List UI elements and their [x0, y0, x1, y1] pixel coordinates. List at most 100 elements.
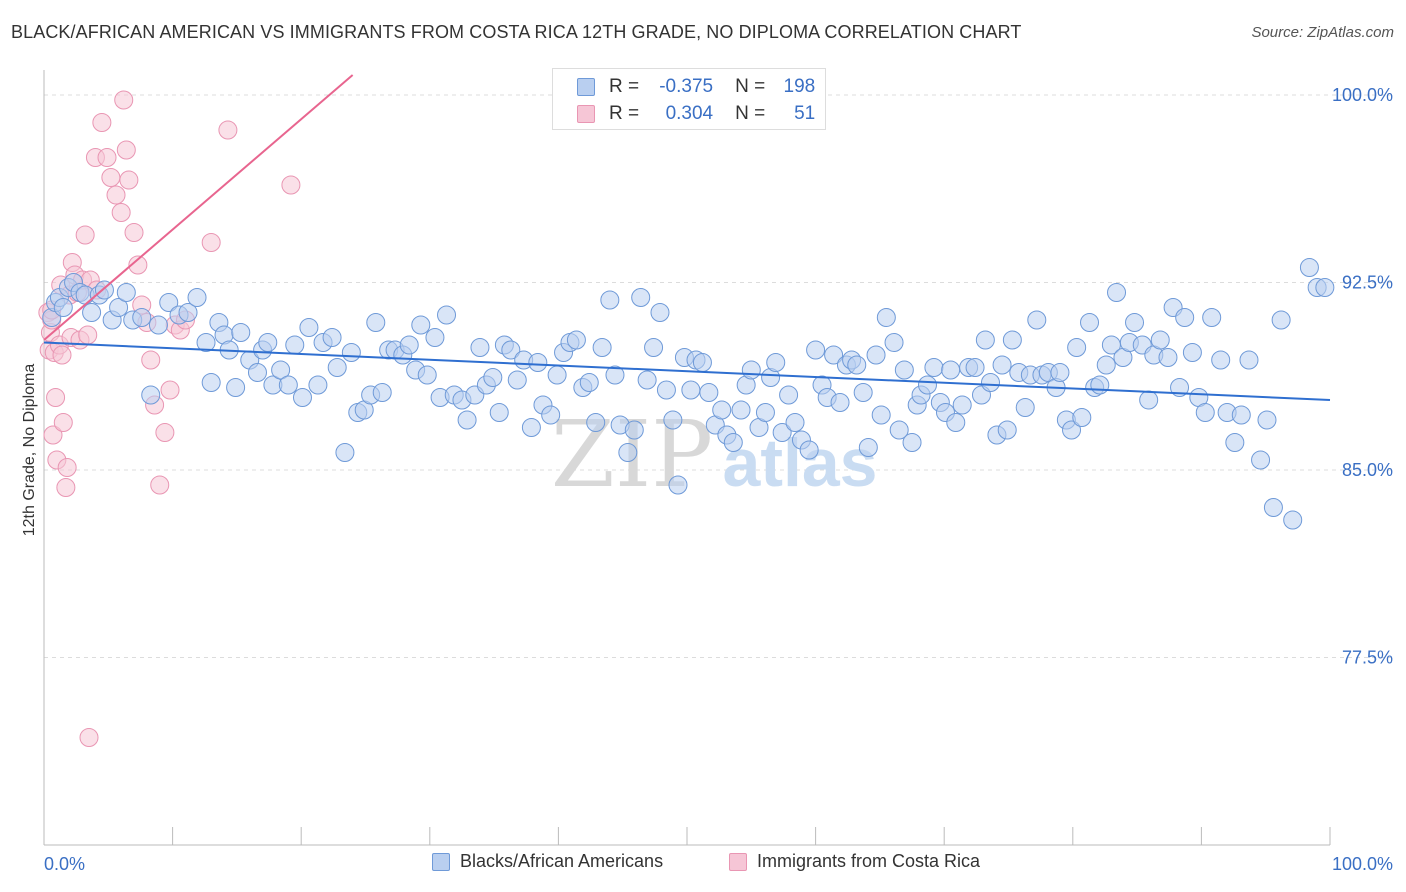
- data-point-blacks: [824, 345, 844, 365]
- y-tick-label: 85.0%: [1342, 460, 1393, 480]
- data-point-blacks: [231, 323, 251, 342]
- data-point-blacks: [1027, 310, 1047, 330]
- data-point-costa-rica: [75, 225, 95, 245]
- data-point-blacks: [871, 405, 891, 425]
- data-point-blacks: [712, 400, 732, 420]
- data-point-blacks: [631, 288, 651, 307]
- data-point-blacks: [292, 388, 312, 407]
- data-point-blacks: [501, 340, 521, 360]
- data-point-blacks: [980, 373, 1000, 392]
- data-point-blacks: [1225, 433, 1245, 452]
- data-point-blacks: [1257, 410, 1277, 430]
- data-point-blacks: [366, 313, 386, 332]
- data-point-blacks: [141, 385, 161, 405]
- legend-item-blacks[interactable]: Blacks/African Americans: [432, 851, 663, 872]
- data-point-costa-rica: [52, 345, 72, 365]
- data-point-blacks: [566, 330, 586, 350]
- data-point-blacks: [1067, 338, 1087, 357]
- data-point-blacks: [437, 305, 457, 325]
- data-point-blacks: [178, 303, 198, 322]
- data-point-blacks: [668, 475, 688, 495]
- data-point-blacks: [1239, 350, 1259, 370]
- data-point-blacks: [1195, 403, 1215, 422]
- stats-r-value-pink: 0.304: [665, 103, 714, 124]
- data-point-blacks: [341, 343, 361, 362]
- data-point-costa-rica: [128, 255, 148, 275]
- data-point-blacks: [372, 383, 392, 402]
- data-point-costa-rica: [114, 90, 134, 110]
- data-point-blacks: [772, 423, 792, 442]
- data-point-blacks: [952, 395, 972, 415]
- stats-swatch-blue: [577, 78, 595, 96]
- data-point-blacks: [830, 393, 850, 412]
- data-point-blacks: [1182, 343, 1202, 362]
- data-point-blacks: [470, 338, 490, 357]
- data-point-costa-rica: [116, 140, 136, 160]
- data-point-blacks: [1062, 420, 1082, 440]
- data-point-blacks: [624, 420, 644, 440]
- stats-n-label-pink: N =: [735, 103, 766, 124]
- trend-line-blacks: [43, 341, 1331, 401]
- data-point-blacks: [755, 403, 775, 422]
- data-point-blacks: [187, 288, 207, 307]
- data-point-blacks: [699, 383, 719, 402]
- data-point-costa-rica: [92, 113, 112, 132]
- data-point-blacks: [399, 335, 419, 355]
- data-point-blacks: [116, 283, 136, 302]
- data-point-blacks: [785, 413, 805, 432]
- tick-labels: 100.0% 92.5% 85.0% 77.5% 0.0% 100.0%: [44, 85, 1393, 874]
- data-point-blacks: [1158, 348, 1178, 367]
- data-point-costa-rica: [56, 478, 76, 497]
- data-point-blacks: [1072, 408, 1092, 427]
- data-point-blacks: [1125, 313, 1145, 332]
- data-point-blacks: [656, 380, 676, 400]
- data-point-blacks: [637, 370, 657, 390]
- data-point-blacks: [82, 303, 102, 322]
- data-point-blacks: [779, 385, 799, 405]
- trend-line-costa-rica: [43, 74, 354, 341]
- stats-n-value-pink: 51: [794, 103, 816, 124]
- data-point-blacks: [1315, 278, 1335, 297]
- data-point-costa-rica: [43, 425, 63, 445]
- data-point-blacks: [858, 438, 878, 457]
- data-point-blacks: [1271, 310, 1291, 330]
- data-point-blacks: [592, 338, 612, 357]
- data-point-blacks: [692, 353, 712, 372]
- data-point-blacks: [278, 375, 298, 395]
- data-point-blacks: [425, 328, 445, 347]
- data-point-blacks: [799, 440, 819, 460]
- data-point-blacks: [605, 365, 625, 385]
- data-point-blacks: [894, 360, 914, 380]
- data-point-blacks: [489, 403, 509, 422]
- data-point-costa-rica: [218, 120, 238, 140]
- data-point-costa-rica: [281, 175, 301, 195]
- data-point-blacks: [285, 335, 305, 355]
- data-point-blacks: [1002, 330, 1022, 350]
- stats-swatch-pink: [577, 105, 595, 123]
- data-point-blacks: [917, 375, 937, 395]
- data-point-blacks: [924, 358, 944, 377]
- data-point-blacks: [541, 405, 561, 425]
- axes: [43, 70, 1331, 846]
- data-point-costa-rica: [57, 458, 77, 477]
- data-point-blacks: [889, 420, 909, 440]
- legend-swatch-blue: [432, 852, 450, 871]
- data-point-costa-rica: [106, 185, 126, 205]
- data-point-blacks: [1170, 378, 1190, 397]
- data-point-blacks: [902, 433, 922, 452]
- gridlines: [44, 94, 1392, 658]
- data-point-blacks: [109, 298, 129, 317]
- trend-lines: [43, 74, 1331, 401]
- legend-label-blacks: Blacks/African Americans: [460, 851, 664, 871]
- data-point-blacks: [866, 345, 886, 365]
- data-point-costa-rica: [201, 233, 221, 252]
- legend-item-costa-rica[interactable]: Immigrants from Costa Rica: [729, 851, 980, 872]
- data-point-blacks: [322, 328, 342, 347]
- data-point-blacks: [884, 333, 904, 352]
- data-point-blacks: [876, 308, 896, 327]
- stats-n-value-blue: 198: [783, 76, 816, 97]
- data-point-blacks: [1251, 450, 1271, 470]
- data-point-blacks: [1202, 308, 1222, 327]
- data-point-blacks: [1283, 510, 1303, 530]
